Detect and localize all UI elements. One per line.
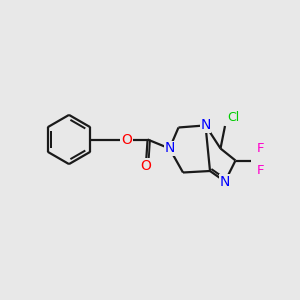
Text: O: O <box>141 159 152 172</box>
Text: F: F <box>257 142 265 155</box>
Text: O: O <box>121 133 132 146</box>
Text: N: N <box>200 118 211 132</box>
Text: Cl: Cl <box>227 111 239 124</box>
Text: F: F <box>257 164 265 178</box>
Text: N: N <box>220 175 230 188</box>
Text: N: N <box>164 142 175 155</box>
